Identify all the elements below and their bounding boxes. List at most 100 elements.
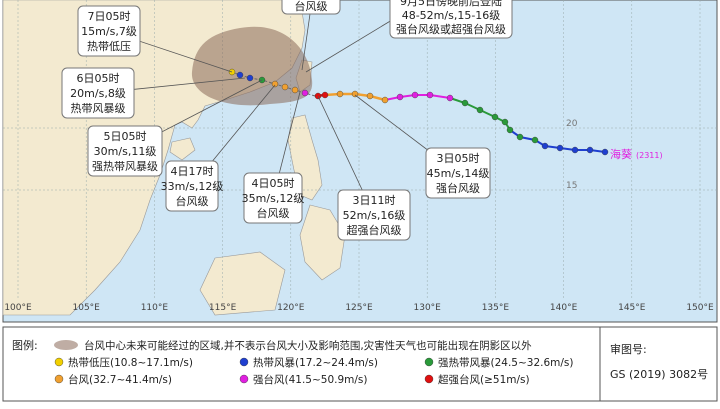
lon-label: 100°E [4,303,32,313]
track-point [426,91,434,99]
legend-items: 热带低压(10.8~17.1m/s) 热带风暴(17.2~24.4m/s) 强热带风… [54,356,574,386]
legend-label: 强热带风暴(24.5~32.6m/s) [438,356,574,369]
track-point [336,90,344,98]
callout-wind: 15m/s,7级 [81,25,137,38]
legend-dot [424,357,434,367]
approval-label: 审图号: [610,342,647,356]
lon-label: 115°E [209,303,237,313]
track-point [446,94,454,102]
lon-label: 150°E [686,303,714,313]
callout-wind: 20m/s,8级 [70,87,126,100]
track-point [516,133,524,141]
legend-label: 热带低压(10.8~17.1m/s) [68,356,193,369]
typhoon-name: 海葵 [610,147,632,161]
track-point [476,106,484,114]
callout-wind: 45m/s,14级 [427,167,490,180]
legend-label: 强台风(41.5~50.9m/s) [253,373,368,386]
track-point [531,136,539,144]
legend-dot [239,374,249,384]
track-point [281,83,289,91]
legend-dot [239,357,249,367]
callout-time: 3日11时 [353,194,396,207]
callout-level: 强热带风暴级 [92,160,158,173]
track-point [571,146,579,154]
legend-label: 超强台风(≥51m/s) [438,373,530,386]
track-point [271,80,279,88]
lon-label: 145°E [618,303,646,313]
callout-wind: 30m/s,11级 [94,145,157,158]
lon-label: 130°E [414,303,442,313]
legend-panel [2,326,718,402]
track-point [246,74,254,82]
callout-level: 台风级 [257,206,290,220]
callout-time: 4日17时 [171,165,214,178]
legend-dot [54,357,64,367]
approval-number: GS (2019) 3082号 [610,368,708,381]
track-point [396,93,404,101]
lon-label: 140°E [550,303,578,313]
track-point [601,148,609,156]
callout-box [281,0,341,15]
callout-level: 热带低压 [87,40,131,53]
callout-time: 6日05时 [77,72,120,85]
callout-time: 7日05时 [88,10,131,23]
callout-box [77,5,141,57]
callout-wind: 33m/s,12级 [161,180,224,193]
track-point [291,86,299,94]
track-point [586,146,594,154]
callout-box [425,147,491,199]
callout-time: 3日05时 [437,152,480,165]
callout-box [337,189,411,241]
callout-box [61,67,135,119]
typhoon-code: (2311) [636,151,663,160]
landfall-level: 强台风级或超强台风级 [396,22,506,36]
track-point [301,89,309,97]
callout-box [243,172,303,224]
callout-level: 台风级 [295,0,328,13]
lon-label: 105°E [73,303,101,313]
legend-title: 图例: [12,338,38,352]
callout-wind: 52m/s,16级 [343,209,406,222]
cone-icon [54,340,78,350]
philippines-south [299,204,346,281]
track-point [351,90,359,98]
track-point [366,92,374,100]
callout-box [165,160,219,212]
lon-label: 110°E [141,303,169,313]
callout-level: 强台风级 [436,181,480,195]
callout-level: 台风级 [176,194,209,208]
track-point [461,99,469,107]
track-point [381,96,389,104]
landfall-time: 9月5日傍晚前后登陆 [400,0,502,8]
track-point [236,71,244,79]
landfall-wind: 48-52m/s,15-16级 [402,9,501,22]
lon-label: 120°E [277,303,305,313]
lat-label: 15 [566,181,577,191]
track-point [411,91,419,99]
track-point [541,142,549,150]
lon-label: 135°E [482,303,510,313]
legend-label: 热带风暴(17.2~24.4m/s) [253,356,378,369]
callout-level: 热带风暴级 [71,102,126,115]
hainan [169,137,196,161]
legend-dot [54,374,64,384]
callout-time: 4日05时 [252,177,295,190]
lat-label: 20 [566,119,578,129]
legend-label: 台风(32.7~41.4m/s) [68,373,172,386]
callout-wind: 35m/s,12级 [242,192,305,205]
callout-level: 超强台风级 [347,223,402,237]
leader-line [301,13,311,71]
track-point [506,126,514,134]
track-point [556,144,564,152]
legend-dot [424,374,434,384]
callout-box [87,125,163,177]
track-point [491,113,499,121]
leader-line [305,19,393,73]
track-point [501,118,509,126]
borneo [199,251,286,316]
cone-text: 台风中心未来可能经过的区域,并不表示台风大小及影响范围,灾害性天气也可能出现在阴… [84,339,532,352]
track-point [321,91,329,99]
callout-box [389,0,513,39]
callout-time: 5日05时 [104,130,147,143]
